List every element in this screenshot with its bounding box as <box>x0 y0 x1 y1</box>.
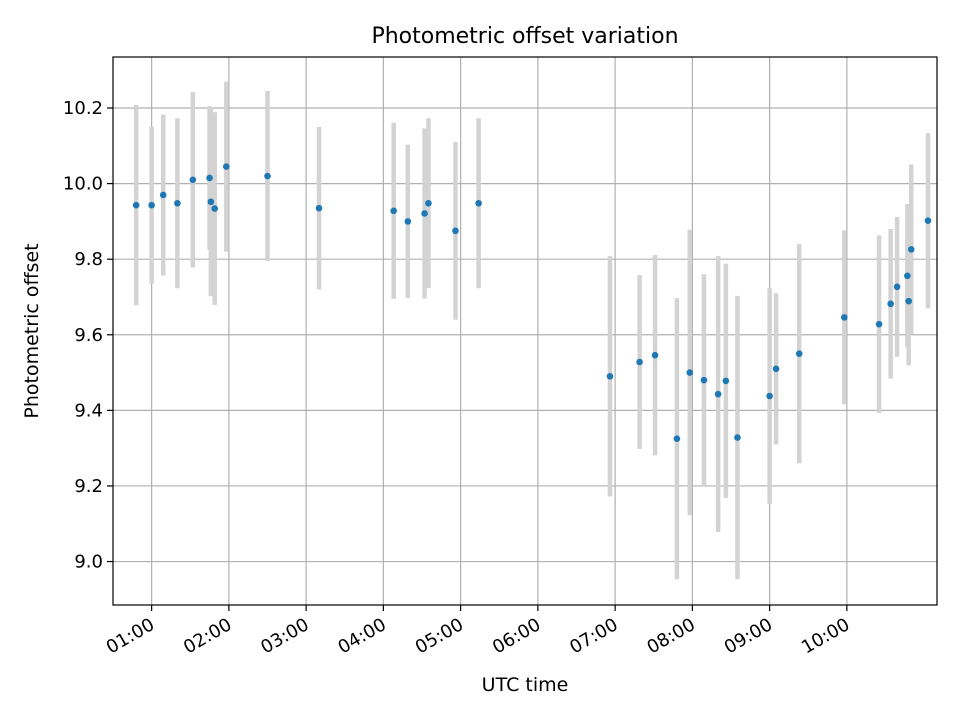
data-point <box>148 201 155 209</box>
data-point <box>904 272 911 280</box>
data-point <box>651 351 659 359</box>
chart-title: Photometric offset variation <box>371 24 678 49</box>
y-tick-label: 9.0 <box>74 552 103 573</box>
data-point <box>606 373 614 380</box>
data-point <box>700 376 708 384</box>
data-point <box>772 365 780 373</box>
data-point <box>264 172 271 180</box>
data-point <box>841 314 848 321</box>
data-point <box>875 320 883 328</box>
data-point <box>452 227 459 235</box>
data-points <box>132 163 932 443</box>
data-point <box>425 199 432 207</box>
data-point <box>421 210 428 217</box>
data-point <box>475 199 482 207</box>
data-point <box>766 392 773 400</box>
data-point <box>924 217 932 224</box>
data-point <box>905 297 912 305</box>
data-point <box>159 191 167 199</box>
data-point <box>390 207 397 215</box>
data-point <box>714 390 722 398</box>
data-point <box>887 300 894 308</box>
y-tick-label: 9.6 <box>74 325 103 346</box>
x-axis-label: UTC time <box>482 674 569 696</box>
y-axis-label: Photometric offset <box>21 243 43 418</box>
data-point <box>907 246 915 253</box>
data-point <box>722 377 730 385</box>
y-tick-label: 9.2 <box>74 476 103 497</box>
data-point <box>174 199 181 207</box>
y-tick-label: 10.2 <box>63 98 103 119</box>
data-point <box>206 174 213 182</box>
data-point <box>189 176 197 184</box>
data-point <box>223 163 230 170</box>
data-point <box>315 204 323 212</box>
data-point <box>686 369 694 376</box>
data-point <box>734 434 741 441</box>
y-tick-label: 10.0 <box>63 174 103 195</box>
data-point <box>673 435 681 443</box>
data-point <box>893 283 901 291</box>
data-point <box>207 198 215 206</box>
grid <box>113 57 937 605</box>
data-point <box>404 218 412 225</box>
data-point <box>636 358 643 366</box>
y-tick-label: 9.8 <box>74 249 103 270</box>
data-point <box>132 201 140 209</box>
y-tick-label: 9.4 <box>74 400 103 421</box>
data-point <box>795 350 803 357</box>
data-point <box>211 205 219 212</box>
plot-area-frame <box>112 56 938 606</box>
